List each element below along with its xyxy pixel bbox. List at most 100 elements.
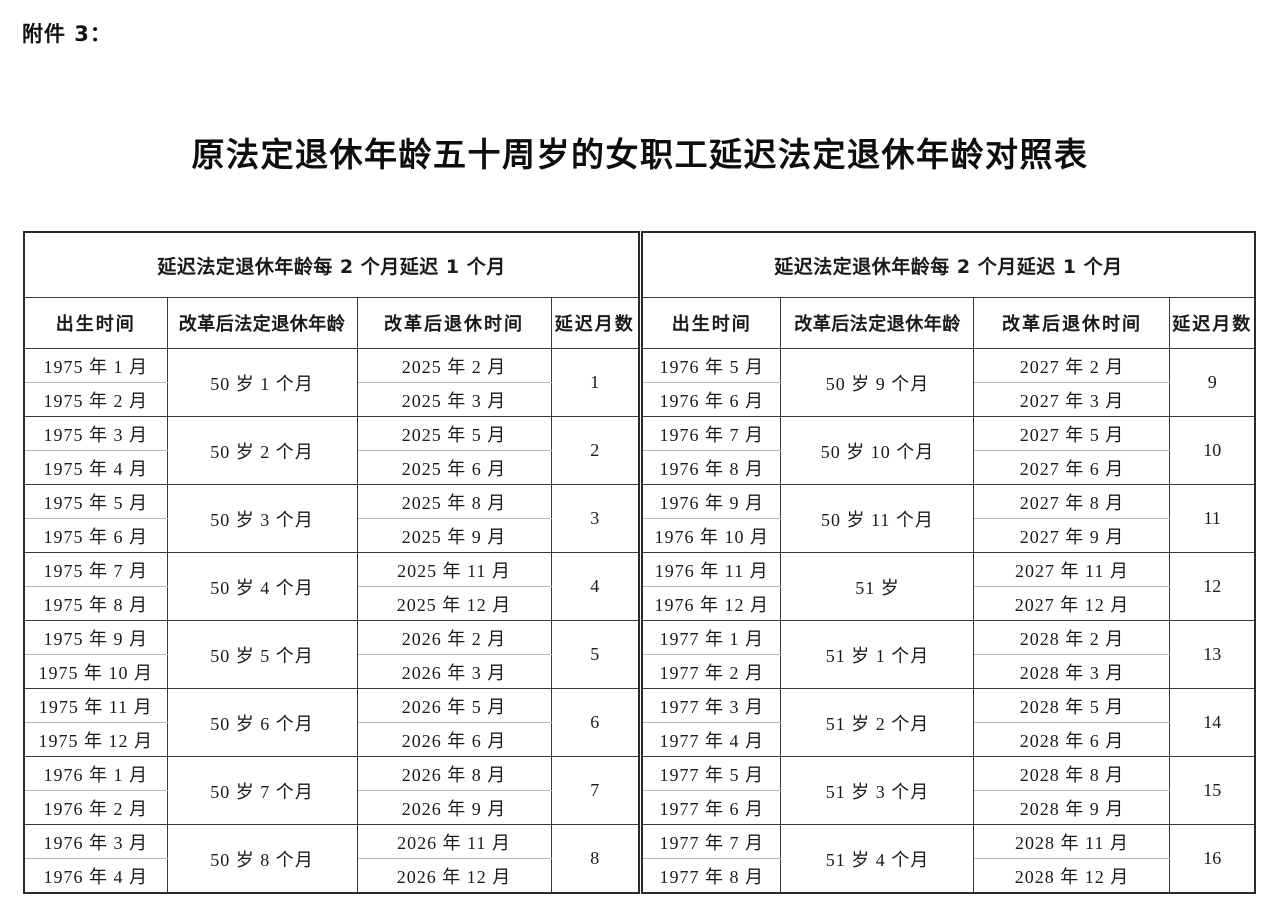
cell-birth-time: 1976 年 7 月 [641, 416, 782, 451]
attachment-label: 附件 3： [22, 22, 112, 46]
cell-retire-time: 2028 年 12 月 [973, 858, 1171, 894]
cell-delay-months: 11 [1169, 484, 1256, 553]
cell-retire-age: 51 岁 4 个月 [780, 824, 975, 894]
left-table: 延迟法定退休年龄每 2 个月延迟 1 个月 出生时间 改革后法定退休年龄 改革后退休时… [23, 231, 641, 894]
table-column-header-row: 出生时间 改革后法定退休年龄 改革后退休时间 延迟月数 [23, 297, 640, 349]
cell-birth-time: 1975 年 12 月 [23, 722, 168, 757]
table-row: 1976 年 6 月 2027 年 3 月 [641, 382, 1255, 417]
cell-retire-age: 50 岁 5 个月 [166, 620, 358, 689]
cell-retire-time: 2028 年 5 月 [973, 688, 1171, 723]
cell-birth-time: 1976 年 10 月 [641, 518, 782, 553]
page-title: 原法定退休年龄五十周岁的女职工延迟法定退休年龄对照表 [191, 135, 1089, 174]
cell-birth-time: 1975 年 4 月 [23, 450, 168, 485]
cell-birth-time: 1977 年 4 月 [641, 722, 782, 757]
cell-retire-age: 50 岁 7 个月 [166, 756, 358, 825]
cell-retire-time: 2026 年 9 月 [356, 790, 552, 825]
column-header-retire-time: 改革后退休时间 [973, 297, 1171, 349]
cell-birth-time: 1975 年 11 月 [23, 688, 168, 723]
cell-delay-months: 2 [550, 416, 640, 485]
cell-retire-time: 2027 年 9 月 [973, 518, 1171, 553]
cell-delay-months: 1 [550, 348, 640, 417]
cell-delay-months: 12 [1169, 552, 1256, 621]
cell-birth-time: 1977 年 6 月 [641, 790, 782, 825]
cell-retire-time: 2026 年 5 月 [356, 688, 552, 723]
cell-birth-time: 1975 年 1 月 [23, 348, 168, 383]
column-header-retire-age: 改革后法定退休年龄 [780, 297, 975, 349]
cell-birth-time: 1975 年 3 月 [23, 416, 168, 451]
cell-birth-time: 1976 年 11 月 [641, 552, 782, 587]
cell-birth-time: 1976 年 12 月 [641, 586, 782, 621]
cell-retire-time: 2028 年 8 月 [973, 756, 1171, 791]
cell-birth-time: 1976 年 6 月 [641, 382, 782, 417]
table-row: 1976 年 10 月 2027 年 9 月 [641, 518, 1255, 553]
cell-retire-age: 50 岁 11 个月 [780, 484, 975, 553]
cell-retire-time: 2027 年 3 月 [973, 382, 1171, 417]
table-row: 1975 年 6 月 2025 年 9 月 [23, 518, 639, 553]
cell-retire-time: 2028 年 9 月 [973, 790, 1171, 825]
table-row: 1977 年 8 月 2028 年 12 月 [641, 858, 1255, 894]
cell-delay-months: 4 [550, 552, 640, 621]
cell-delay-months: 14 [1169, 688, 1256, 757]
cell-retire-age: 50 岁 4 个月 [166, 552, 358, 621]
cell-birth-time: 1975 年 9 月 [23, 620, 168, 655]
cell-retire-time: 2028 年 2 月 [973, 620, 1171, 655]
cell-retire-age: 51 岁 2 个月 [780, 688, 975, 757]
cell-delay-months: 16 [1169, 824, 1256, 894]
cell-retire-age: 51 岁 3 个月 [780, 756, 975, 825]
cell-delay-months: 8 [550, 824, 640, 894]
cell-birth-time: 1976 年 9 月 [641, 484, 782, 519]
cell-birth-time: 1977 年 2 月 [641, 654, 782, 689]
cell-birth-time: 1975 年 8 月 [23, 586, 168, 621]
cell-birth-time: 1976 年 3 月 [23, 824, 168, 859]
cell-retire-time: 2027 年 5 月 [973, 416, 1171, 451]
cell-retire-age: 50 岁 9 个月 [780, 348, 975, 417]
cell-delay-months: 9 [1169, 348, 1256, 417]
cell-retire-age: 50 岁 3 个月 [166, 484, 358, 553]
cell-retire-time: 2027 年 2 月 [973, 348, 1171, 383]
cell-birth-time: 1976 年 5 月 [641, 348, 782, 383]
cell-delay-months: 13 [1169, 620, 1256, 689]
table-span-header-row: 延迟法定退休年龄每 2 个月延迟 1 个月 [641, 231, 1256, 298]
cell-retire-age: 50 岁 2 个月 [166, 416, 358, 485]
cell-retire-time: 2026 年 3 月 [356, 654, 552, 689]
cell-delay-months: 5 [550, 620, 640, 689]
table-row: 1975 年 8 月 2025 年 12 月 [23, 586, 639, 621]
cell-retire-time: 2025 年 8 月 [356, 484, 552, 519]
cell-retire-time: 2026 年 8 月 [356, 756, 552, 791]
cell-retire-time: 2028 年 11 月 [973, 824, 1171, 859]
cell-retire-time: 2028 年 6 月 [973, 722, 1171, 757]
table-row: 1977 年 3 月 51 岁 2 个月 2028 年 5 月 14 [641, 688, 1256, 757]
cell-retire-age: 50 岁 1 个月 [166, 348, 358, 417]
cell-delay-months: 7 [550, 756, 640, 825]
cell-retire-age: 50 岁 6 个月 [166, 688, 358, 757]
table-row: 1976 年 8 月 2027 年 6 月 [641, 450, 1255, 485]
cell-delay-months: 6 [550, 688, 640, 757]
cell-retire-time: 2025 年 3 月 [356, 382, 552, 417]
cell-retire-time: 2027 年 8 月 [973, 484, 1171, 519]
cell-retire-age: 51 岁 [780, 552, 975, 621]
column-header-delay-months: 延迟月数 [1169, 297, 1256, 349]
table-row: 1975 年 12 月 2026 年 6 月 [23, 722, 639, 757]
cell-birth-time: 1975 年 2 月 [23, 382, 168, 417]
cell-retire-time: 2027 年 6 月 [973, 450, 1171, 485]
cell-delay-months: 3 [550, 484, 640, 553]
cell-retire-age: 50 岁 10 个月 [780, 416, 975, 485]
cell-delay-months: 10 [1169, 416, 1256, 485]
cell-retire-time: 2028 年 3 月 [973, 654, 1171, 689]
column-header-birth-time: 出生时间 [23, 297, 168, 349]
cell-birth-time: 1975 年 7 月 [23, 552, 168, 587]
cell-birth-time: 1976 年 4 月 [23, 858, 168, 894]
right-table: 延迟法定退休年龄每 2 个月延迟 1 个月 出生时间 改革后法定退休年龄 改革后退休时… [640, 231, 1256, 894]
cell-birth-time: 1976 年 8 月 [641, 450, 782, 485]
cell-birth-time: 1977 年 5 月 [641, 756, 782, 791]
cell-birth-time: 1976 年 1 月 [23, 756, 168, 791]
cell-retire-time: 2027 年 12 月 [973, 586, 1171, 621]
cell-retire-time: 2025 年 5 月 [356, 416, 552, 451]
table-span-header: 延迟法定退休年龄每 2 个月延迟 1 个月 [641, 231, 1256, 298]
table-row: 1977 年 7 月 51 岁 4 个月 2028 年 11 月 16 [641, 824, 1256, 894]
